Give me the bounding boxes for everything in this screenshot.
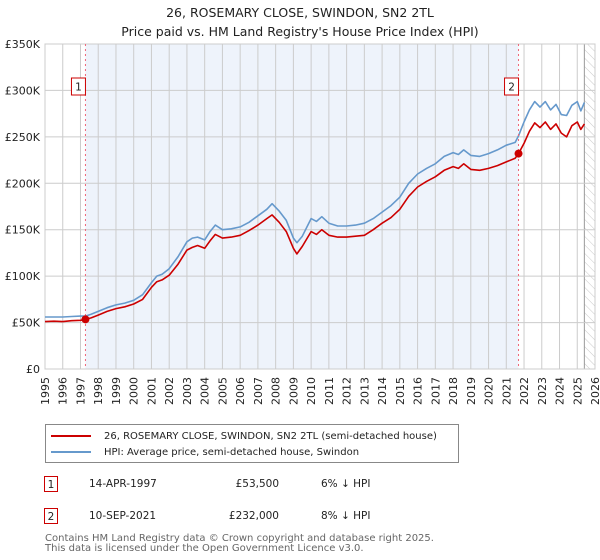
price-chart: 1995 1996 1997 1998 1999 2000 2001 2002 2003 2004… (5, 38, 600, 405)
y-tick-label: £200K (5, 177, 41, 190)
price-paid-line (44, 121, 586, 323)
ownership-shaded-region (85, 44, 519, 369)
y-tick-label: £50K (12, 317, 41, 330)
legend-swatch-price-paid (51, 435, 91, 437)
legend-label-price-paid: 26, ROSEMARY CLOSE, SWINDON, SN2 2TL (se… (104, 430, 437, 442)
chart-title: 26, ROSEMARY CLOSE, SWINDON, SN2 2TL (166, 5, 434, 20)
x-tick-label: 2000 (128, 377, 141, 405)
x-tick-label: 2018 (447, 377, 460, 405)
transaction-row: 1 14-APR-1997 £53,500 6% ↓ HPI (44, 476, 564, 496)
transaction-date: 10-SEP-2021 (89, 510, 157, 522)
future-hatched-region (584, 44, 595, 369)
y-tick-label: £100K (5, 270, 41, 283)
chart-subtitle: Price paid vs. HM Land Registry's House … (121, 24, 479, 39)
transaction-price: £53,500 (235, 478, 279, 490)
x-tick-label: 2020 (483, 377, 496, 405)
y-tick-label: £150K (5, 224, 41, 237)
x-tick-label: 2009 (287, 377, 300, 405)
sale-label-box (504, 77, 520, 96)
sale-label-number: 2 (508, 82, 515, 94)
x-tick-label: 2017 (429, 377, 442, 405)
sale-point-marker (514, 149, 523, 158)
x-tick-label: 2021 (500, 377, 513, 405)
x-tick-label: 2016 (412, 377, 425, 405)
transaction-hpi-diff: 6% ↓ HPI (321, 478, 371, 490)
legend-item-hpi: HPI: Average price, semi-detached house,… (46, 444, 359, 460)
attribution-line-2: This data is licensed under the Open Gov… (45, 543, 364, 554)
chart-legend: 26, ROSEMARY CLOSE, SWINDON, SN2 2TL (se… (45, 424, 459, 463)
x-tick-label: 1996 (57, 377, 70, 405)
legend-swatch-hpi (51, 451, 91, 453)
x-tick-label: 2001 (145, 377, 158, 405)
x-tick-label: 1998 (92, 377, 105, 405)
x-tick-label: 2025 (571, 377, 584, 405)
x-tick-label: 2010 (305, 377, 318, 405)
transaction-marker-badge: 2 (44, 508, 58, 524)
y-tick-label: £350K (5, 38, 41, 51)
y-tick-label: £250K (5, 131, 41, 144)
x-tick-label: 1997 (74, 377, 87, 405)
x-tick-label: 2006 (234, 377, 247, 405)
plot-frame (44, 43, 596, 370)
x-tick-label: 2007 (252, 377, 265, 405)
transaction-marker-badge: 1 (44, 476, 58, 492)
attribution-footer: Contains HM Land Registry data © Crown c… (45, 534, 434, 554)
legend-label-hpi: HPI: Average price, semi-detached house,… (104, 446, 360, 458)
sale-label-box (70, 77, 86, 96)
x-tick-label: 2013 (358, 377, 371, 405)
legend-item-price-paid: 26, ROSEMARY CLOSE, SWINDON, SN2 2TL (se… (46, 428, 437, 444)
transaction-row: 2 10-SEP-2021 £232,000 8% ↓ HPI (44, 508, 564, 528)
x-tick-label: 2008 (270, 377, 283, 405)
transaction-date: 14-APR-1997 (89, 478, 157, 490)
sale-point-marker (81, 315, 90, 324)
x-tick-label: 2012 (341, 377, 354, 405)
y-tick-label: £0 (26, 363, 40, 376)
x-tick-label: 2022 (518, 377, 531, 405)
transaction-hpi-diff: 8% ↓ HPI (321, 510, 371, 522)
x-tick-label: 2023 (536, 377, 549, 405)
x-tick-label: 2002 (163, 377, 176, 405)
sale-label-number: 1 (75, 82, 82, 94)
x-tick-label: 2005 (216, 377, 229, 405)
x-tick-label: 2011 (323, 377, 336, 405)
x-tick-label: 1999 (110, 377, 123, 405)
x-tick-label: 2024 (554, 377, 567, 405)
x-tick-label: 2019 (465, 377, 478, 405)
hpi-line (45, 100, 586, 318)
y-tick-label: £300K (5, 84, 41, 97)
transaction-price: £232,000 (228, 510, 279, 522)
x-tick-label: 1995 (39, 377, 52, 405)
x-tick-label: 2004 (199, 377, 212, 405)
attribution-line-1: Contains HM Land Registry data © Crown c… (45, 533, 434, 544)
x-tick-label: 2015 (394, 377, 407, 405)
x-tick-label: 2014 (376, 377, 389, 405)
x-tick-label: 2003 (181, 377, 194, 405)
x-tick-label: 2026 (589, 377, 600, 405)
